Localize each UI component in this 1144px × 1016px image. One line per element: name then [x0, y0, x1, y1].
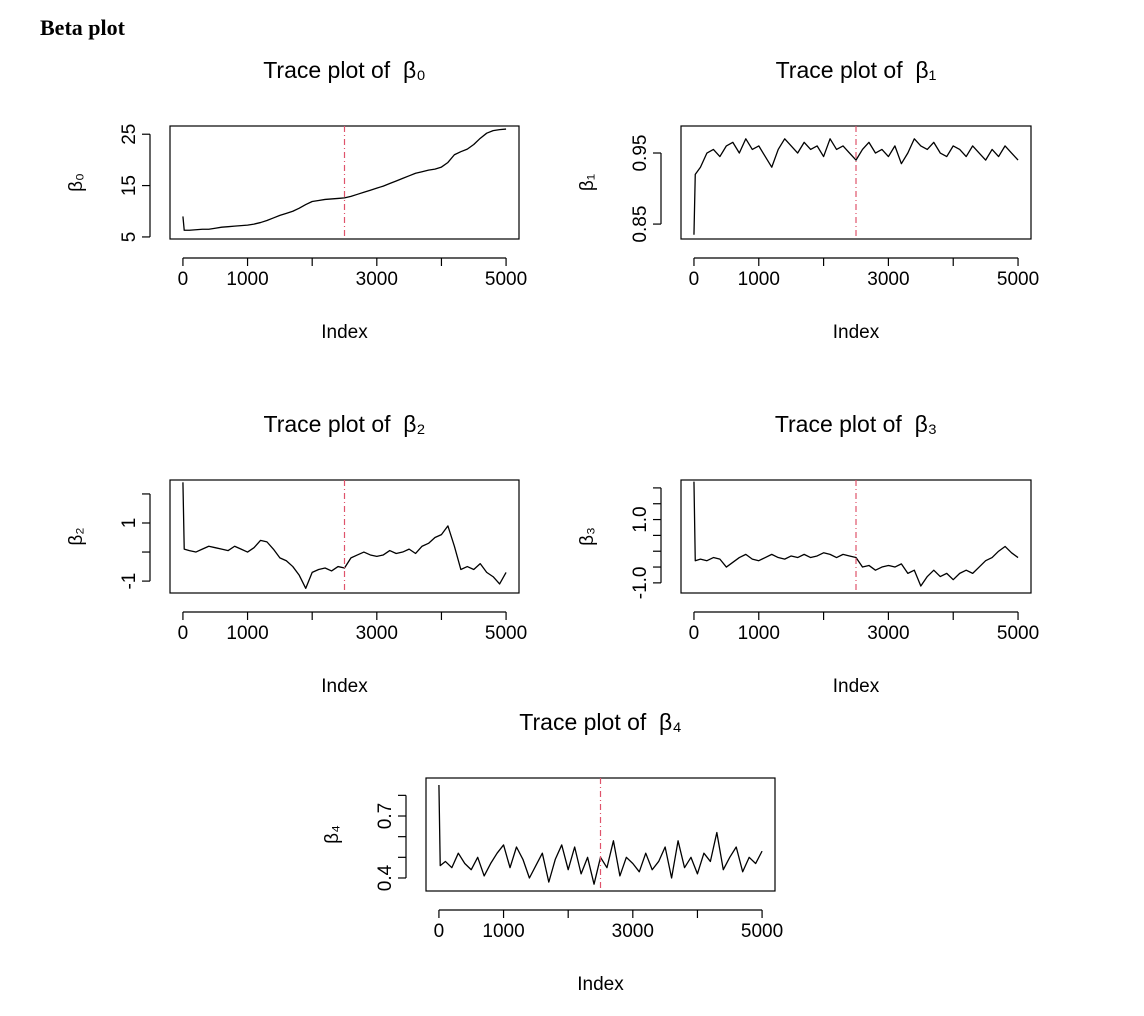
y-axis-label: β₁ [577, 174, 598, 191]
y-tick-label: 0.7 [375, 803, 396, 829]
x-axis-label: Index [321, 676, 368, 697]
chart-title: Trace plot of β₄ [519, 709, 681, 735]
x-tick-label: 0 [434, 921, 445, 942]
x-axis-label: Index [321, 322, 368, 343]
x-tick-label: 1000 [226, 269, 268, 290]
y-tick-label: -1 [119, 573, 140, 590]
x-tick-label: 1000 [738, 269, 780, 290]
chart-title: Trace plot of β₂ [264, 411, 426, 437]
chart-title: Trace plot of β₀ [263, 57, 426, 83]
y-axis-label: β₂ [66, 527, 87, 545]
x-tick-label: 0 [689, 269, 700, 290]
x-tick-label: 3000 [867, 269, 909, 290]
x-tick-label: 0 [178, 269, 189, 290]
y-tick-label: 25 [119, 124, 140, 145]
x-tick-label: 1000 [482, 921, 524, 942]
y-tick-label: 5 [119, 232, 140, 243]
y-tick-label: -1.0 [630, 566, 651, 599]
trace-line [182, 482, 507, 589]
x-tick-label: 3000 [356, 623, 398, 644]
x-tick-label: 5000 [485, 269, 527, 290]
y-tick-label: 0.4 [375, 864, 396, 891]
x-tick-label: 5000 [485, 623, 527, 644]
y-axis-label: β₀ [66, 173, 87, 192]
x-tick-label: 3000 [356, 269, 398, 290]
trace-line [182, 128, 507, 231]
x-tick-label: 1000 [226, 623, 268, 644]
x-tick-label: 1000 [738, 623, 780, 644]
y-axis-label: β₄ [322, 825, 343, 844]
y-axis-label: β₃ [577, 527, 598, 546]
chart-title: Trace plot of β₃ [775, 411, 937, 437]
trace-line [693, 138, 1019, 235]
x-tick-label: 0 [178, 623, 189, 644]
x-tick-label: 5000 [997, 269, 1039, 290]
x-axis-label: Index [577, 974, 624, 995]
x-tick-label: 5000 [741, 921, 783, 942]
y-tick-label: 0.95 [630, 135, 651, 172]
y-tick-label: 0.85 [630, 206, 651, 243]
y-tick-label: 1.0 [630, 506, 651, 532]
trace-line [438, 785, 763, 885]
y-tick-label: 1 [119, 518, 140, 529]
chart-title: Trace plot of β₁ [776, 57, 937, 83]
x-tick-label: 0 [689, 623, 700, 644]
x-tick-label: 5000 [997, 623, 1039, 644]
page-title: Beta plot [40, 15, 126, 40]
x-axis-label: Index [833, 676, 880, 697]
x-axis-label: Index [833, 322, 880, 343]
x-tick-label: 3000 [867, 623, 909, 644]
x-tick-label: 3000 [612, 921, 654, 942]
trace-line [693, 481, 1019, 587]
y-tick-label: 15 [119, 175, 140, 196]
